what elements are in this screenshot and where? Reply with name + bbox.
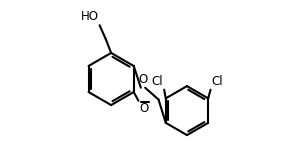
Text: Cl: Cl — [211, 75, 223, 88]
Text: O: O — [139, 102, 148, 115]
Text: Cl: Cl — [152, 75, 163, 88]
Text: HO: HO — [81, 10, 99, 23]
Text: O: O — [138, 73, 147, 86]
